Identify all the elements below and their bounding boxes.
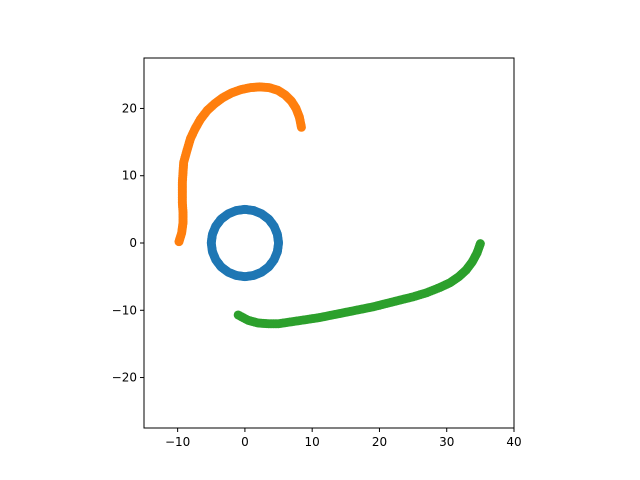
x-tick-label: 0 — [241, 435, 249, 449]
points-layer — [174, 82, 485, 329]
data-point — [273, 239, 283, 249]
y-tick-label: −10 — [112, 303, 137, 317]
data-point — [475, 239, 485, 249]
x-axis-ticks: −10 0 10 20 30 40 — [165, 428, 522, 449]
x-tick-label: 40 — [506, 435, 521, 449]
y-tick-label: 0 — [129, 236, 137, 250]
y-tick-label: 10 — [122, 169, 137, 183]
y-tick-label: 20 — [122, 101, 137, 115]
x-tick-label: 20 — [372, 435, 387, 449]
series-1 — [206, 204, 284, 282]
x-tick-label: 30 — [439, 435, 454, 449]
x-tick-label: −10 — [165, 435, 190, 449]
x-tick-label: 10 — [305, 435, 320, 449]
series-3 — [233, 239, 485, 329]
y-axis-ticks: −20 −10 0 10 20 — [112, 101, 144, 385]
y-tick-label: −20 — [112, 371, 137, 385]
series-2 — [174, 82, 306, 247]
data-point — [296, 122, 306, 132]
